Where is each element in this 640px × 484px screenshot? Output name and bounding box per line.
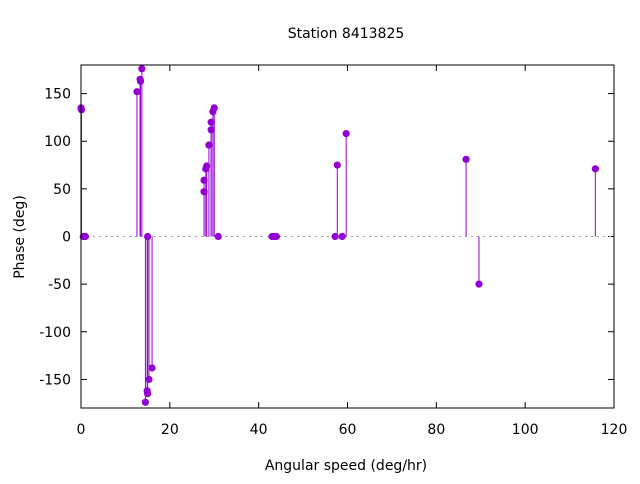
data-point (210, 104, 218, 112)
data-point (272, 232, 281, 241)
data-point (133, 88, 141, 96)
x-axis-label: Angular speed (deg/hr) (265, 458, 427, 474)
y-tick-label: 50 (53, 182, 71, 198)
x-tick-label: 0 (77, 422, 86, 438)
data-point (342, 130, 350, 138)
y-tick-label: 100 (44, 134, 71, 150)
data-point (148, 364, 156, 372)
x-tick-label: 40 (250, 422, 268, 438)
data-point (141, 398, 150, 406)
y-tick-label: -50 (48, 277, 71, 293)
data-point (144, 390, 152, 398)
data-point (81, 232, 90, 241)
data-point (136, 77, 145, 85)
y-tick-label: 0 (62, 230, 71, 246)
x-tick-label: 20 (161, 422, 179, 438)
data-point (462, 155, 470, 163)
x-tick-label: 80 (427, 422, 445, 438)
data-point (144, 232, 152, 241)
x-tick-label: 100 (512, 422, 539, 438)
y-tick-label: 150 (44, 87, 71, 103)
chart-title: Station 8413825 (288, 26, 405, 42)
data-point (333, 161, 341, 169)
x-tick-label: 120 (601, 422, 628, 438)
y-tick-label: -150 (39, 372, 71, 388)
data-point (145, 375, 153, 384)
data-point (338, 232, 346, 241)
data-point (214, 232, 222, 241)
y-axis-label: Phase (deg) (12, 195, 28, 279)
y-tick-label: -100 (39, 325, 71, 341)
data-point (138, 65, 146, 73)
data-point (207, 118, 215, 126)
x-tick-label: 60 (339, 422, 357, 438)
data-point (475, 280, 483, 288)
plot-frame (80, 64, 615, 409)
data-point (591, 165, 599, 173)
